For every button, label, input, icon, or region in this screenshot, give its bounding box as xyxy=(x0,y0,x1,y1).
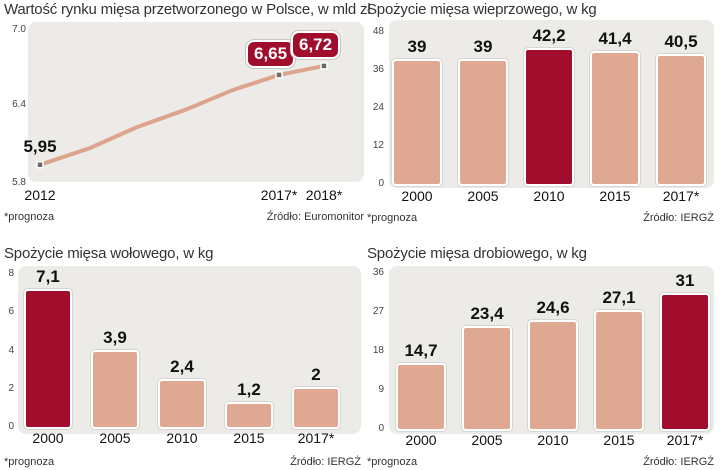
value-label: 39 xyxy=(473,36,493,56)
x-tick-label: 2017* xyxy=(666,432,704,448)
bar xyxy=(592,52,638,184)
value-label: 1,2 xyxy=(237,380,261,400)
y-tick-label: 36 xyxy=(372,267,384,278)
value-label: 3,9 xyxy=(103,328,127,348)
y-tick-label: 2 xyxy=(8,382,14,394)
bar xyxy=(460,60,506,184)
value-label: 7,1 xyxy=(36,267,60,287)
value-label: 27,1 xyxy=(602,287,636,307)
bar xyxy=(394,60,440,184)
data-point xyxy=(275,71,283,79)
y-tick-label: 4 xyxy=(8,344,14,356)
chart-title: Wartość rynku mięsa przetworzonego w Pol… xyxy=(4,1,371,18)
value-label: 39 xyxy=(407,36,427,56)
data-point xyxy=(36,161,44,169)
y-tick-label: 12 xyxy=(372,140,384,151)
x-tick-label: 2005 xyxy=(99,430,131,446)
y-tick-label: 48 xyxy=(372,26,384,37)
x-tick-label: 2010 xyxy=(166,430,198,446)
footnote: *prognoza xyxy=(4,456,55,468)
value-label: 41,4 xyxy=(598,28,632,48)
bar xyxy=(160,381,204,427)
x-tick-label: 2017* xyxy=(297,430,335,446)
x-tick-label: 2017* xyxy=(662,188,700,204)
bar xyxy=(26,291,70,427)
bar xyxy=(93,352,137,427)
y-tick-label: 0 xyxy=(378,423,384,434)
x-tick-label: 2010 xyxy=(537,432,569,448)
x-tick-label: 2000 xyxy=(401,188,433,204)
source-label: Źródło: IERGŻ xyxy=(643,212,714,224)
y-tick-label: 18 xyxy=(372,345,384,356)
point-label: 6,65 xyxy=(248,41,294,66)
x-tick-label: 2005 xyxy=(467,188,499,204)
x-tick-label: 2000 xyxy=(32,430,64,446)
bar xyxy=(530,322,576,429)
bar xyxy=(662,294,708,429)
y-tick-label: 27 xyxy=(372,306,384,317)
bar xyxy=(596,311,642,429)
value-label: 23,4 xyxy=(470,303,504,323)
bar xyxy=(526,50,572,184)
value-label: 2 xyxy=(311,364,321,384)
chart-title: Spożycie mięsa wieprzowego, w kg xyxy=(367,1,597,18)
x-tick-label: 2015 xyxy=(599,188,631,204)
market-value-chart: Wartość rynku mięsa przetworzonego w Pol… xyxy=(4,0,371,232)
x-tick-label: 2015 xyxy=(233,430,265,446)
x-tick-label: 2012 xyxy=(24,187,56,203)
x-tick-label: 2018* xyxy=(305,187,343,203)
source-label: Źródło: IERGŻ xyxy=(290,456,361,468)
poultry-consumption-chart: Spożycie mięsa drobiowego, w kg *prognoz… xyxy=(367,242,714,470)
value-label: 14,7 xyxy=(404,341,438,361)
value-label: 42,2 xyxy=(532,26,566,46)
point-label: 6,72 xyxy=(293,32,339,57)
y-tick-label: 6 xyxy=(8,306,14,318)
x-tick-label: 2005 xyxy=(471,432,503,448)
x-tick-label: 2017* xyxy=(260,187,298,203)
chart-title: Spożycie mięsa wołowego, w kg xyxy=(4,245,214,262)
y-tick-label: 0 xyxy=(8,421,14,432)
y-tick-label: 0 xyxy=(378,178,384,189)
bar xyxy=(398,365,444,429)
pork-consumption-chart: Spożycie mięsa wieprzowego, w kg *progno… xyxy=(367,0,714,232)
series-line xyxy=(38,63,326,167)
y-tick-label: 24 xyxy=(372,102,384,113)
y-tick-label: 9 xyxy=(378,384,384,395)
bar xyxy=(464,327,510,429)
bar xyxy=(658,55,704,184)
footnote: *prognoza xyxy=(367,212,418,224)
bar xyxy=(227,404,271,427)
data-point xyxy=(320,62,328,70)
point-label: 5,95 xyxy=(23,136,57,156)
y-tick-label: 7.0 xyxy=(12,24,26,35)
source-label: Źródło: Euromonitor xyxy=(266,211,364,223)
chart-title: Spożycie mięsa drobiowego, w kg xyxy=(367,245,587,262)
y-tick-label: 8 xyxy=(8,268,14,279)
y-tick-label: 36 xyxy=(372,64,384,75)
source-label: Źródło: IERGŻ xyxy=(643,456,714,468)
value-label: 24,6 xyxy=(536,298,570,318)
beef-consumption-chart: Spożycie mięsa wołowego, w kg *prognoza … xyxy=(4,242,361,470)
line-plot xyxy=(36,62,328,169)
value-label: 2,4 xyxy=(170,357,194,377)
y-tick-label: 6.4 xyxy=(12,99,26,110)
value-label: 31 xyxy=(675,270,695,290)
y-tick-label: 5.8 xyxy=(12,177,26,188)
footnote: *prognoza xyxy=(4,211,55,223)
x-tick-label: 2000 xyxy=(405,432,437,448)
bar xyxy=(294,388,338,427)
x-tick-label: 2015 xyxy=(603,432,635,448)
value-label: 40,5 xyxy=(664,31,698,51)
footnote: *prognoza xyxy=(367,456,418,468)
x-tick-label: 2010 xyxy=(533,188,565,204)
